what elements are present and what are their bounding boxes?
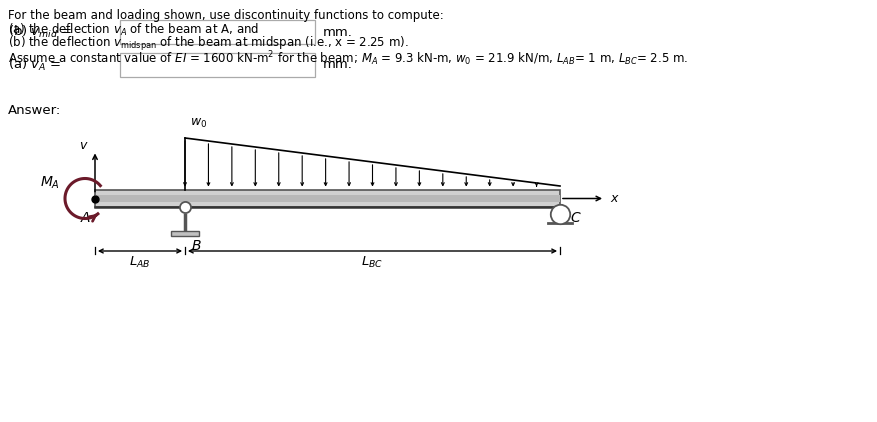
- Text: mm.: mm.: [323, 25, 353, 38]
- Text: $L_{AB}$: $L_{AB}$: [129, 255, 151, 270]
- Text: $x$: $x$: [610, 192, 620, 205]
- Text: mm.: mm.: [323, 59, 353, 71]
- Text: (b) $v_{mid}$ =: (b) $v_{mid}$ =: [8, 24, 73, 40]
- Text: $v$: $v$: [80, 139, 89, 152]
- Text: Assume a constant value of $EI$ = 1600 kN-m$^2$ for the beam; $M_A$ = 9.3 kN-m, : Assume a constant value of $EI$ = 1600 k…: [8, 49, 688, 68]
- Text: $L_{BC}$: $L_{BC}$: [361, 255, 383, 270]
- Text: $M_A$: $M_A$: [40, 174, 60, 191]
- Text: $w_0$: $w_0$: [190, 117, 207, 130]
- Text: $A$: $A$: [80, 211, 91, 225]
- Text: Answer:: Answer:: [8, 104, 61, 117]
- Bar: [95, 190, 560, 207]
- Text: (b) the deflection $v_{\mathrm{midspan}}$ of the beam at midspan (i.e., x = 2.25: (b) the deflection $v_{\mathrm{midspan}}…: [8, 35, 409, 53]
- Bar: [120, 20, 315, 44]
- Text: (a) the deflection $v_A$ of the beam at A, and: (a) the deflection $v_A$ of the beam at …: [8, 22, 259, 38]
- Text: $B$: $B$: [191, 239, 202, 253]
- Bar: [120, 53, 315, 77]
- Text: (a) $v_A$ =: (a) $v_A$ =: [8, 57, 61, 73]
- Text: $C$: $C$: [570, 211, 581, 225]
- Bar: [171, 231, 199, 236]
- Text: For the beam and loading shown, use discontinuity functions to compute:: For the beam and loading shown, use disc…: [8, 9, 444, 22]
- Bar: [95, 195, 560, 202]
